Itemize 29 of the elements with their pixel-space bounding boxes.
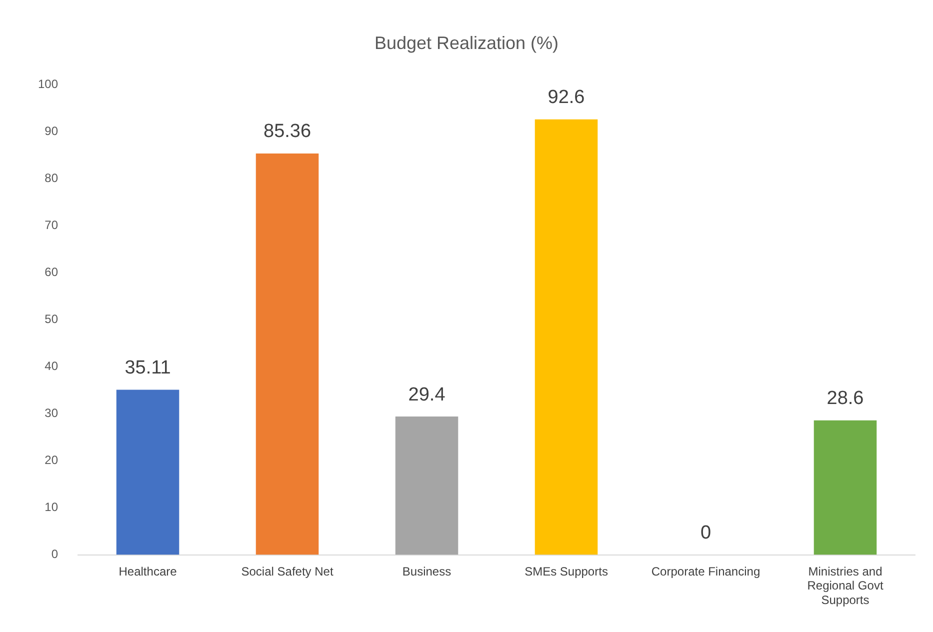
data-label: 35.11 [124,357,171,378]
y-tick-label: 60 [44,264,58,279]
data-label: 29.4 [408,384,446,406]
y-tick-label: 40 [44,359,58,374]
x-tick-label: SMEs Supports [524,564,608,578]
y-tick-label: 20 [44,453,58,468]
bar [814,420,877,555]
bar [395,416,458,555]
y-tick-label: 0 [51,547,58,562]
chart-title: Budget Realization (%) [374,32,559,53]
data-label: 28.6 [826,388,864,410]
data-label: 85.36 [263,121,312,142]
y-tick-label: 100 [38,76,58,91]
y-tick-label: 30 [44,406,58,420]
x-tick-label: Social Safety Net [241,564,334,578]
x-tick-label: Corporate Financing [651,564,760,578]
x-tick-label: Ministries and Regional Govt Supports [807,564,884,608]
x-tick-label: Healthcare [118,564,178,578]
y-tick-label: 70 [44,218,58,232]
data-label: 92.6 [548,87,585,108]
bar [116,390,180,555]
y-tick-label: 80 [44,170,58,185]
y-tick-label: 10 [44,500,58,514]
y-tick-label: 90 [44,124,58,138]
bar [256,153,319,555]
data-label: 0 [700,522,712,544]
y-tick-label: 50 [44,312,58,326]
bar [534,119,598,555]
x-tick-label: Business [402,564,452,578]
